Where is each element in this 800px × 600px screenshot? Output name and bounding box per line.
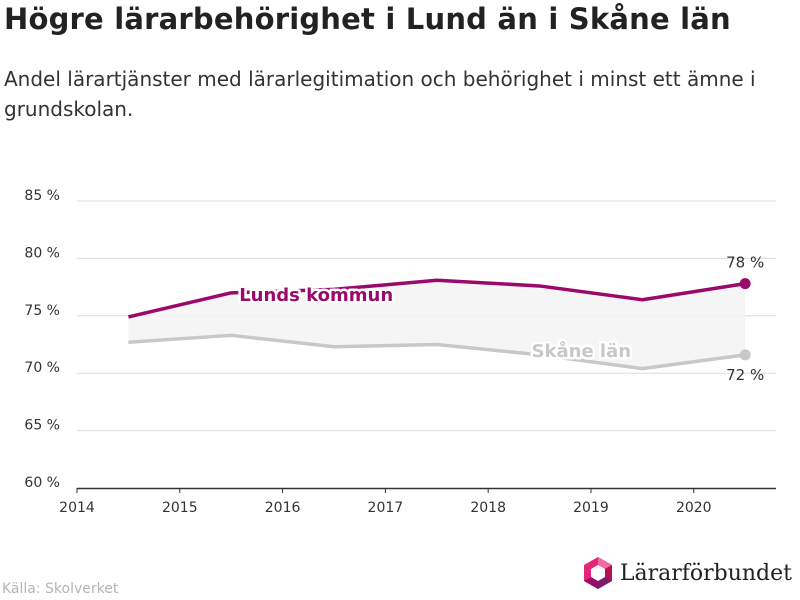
brand-logo: Lärarförbundet bbox=[582, 556, 792, 590]
chart-title: Högre lärarbehörighet i Lund än i Skåne … bbox=[4, 2, 731, 36]
grid-lines: 60 % 65 % 70 % 75 % 80 % 85 % bbox=[24, 188, 776, 491]
series-lines bbox=[127, 278, 751, 371]
source-note: Källa: Skolverket bbox=[2, 581, 119, 597]
x-tick-label: 2015 bbox=[162, 500, 198, 516]
y-tick-label: 85 % bbox=[24, 188, 60, 204]
x-tick-label: 2019 bbox=[573, 500, 609, 516]
x-tick-label: 2020 bbox=[676, 500, 712, 516]
end-value-label: 72 % bbox=[726, 366, 764, 384]
hexagon-logo-icon bbox=[583, 557, 612, 589]
x-tick-label: 2016 bbox=[265, 500, 301, 516]
y-tick-label: 70 % bbox=[24, 360, 60, 376]
y-tick-label: 75 % bbox=[24, 303, 60, 319]
series-name-label: Skåne län bbox=[532, 340, 632, 362]
series-line-0 bbox=[127, 278, 746, 319]
logo-text: Lärarförbundet bbox=[619, 560, 792, 586]
chart-subtitle: Andel lärartjänster med lärarlegitimatio… bbox=[4, 67, 756, 121]
series-line-1 bbox=[128, 333, 746, 371]
line-chart: 60 %65 %70 %75 %80 %85 % 2014 2015 2016 201… bbox=[24, 188, 776, 516]
x-tick-label: 2017 bbox=[368, 500, 404, 516]
end-value-label: 78 % bbox=[726, 254, 764, 272]
series-end-point bbox=[739, 278, 751, 290]
x-tick-label: 2018 bbox=[470, 500, 506, 516]
y-tick-label: 65 % bbox=[24, 418, 60, 434]
x-tick-label: 2014 bbox=[59, 500, 95, 516]
area-between-series bbox=[128, 280, 746, 369]
series-name-label: Lunds kommun bbox=[239, 285, 393, 306]
x-axis: 2014 2015 2016 2017 2018 2019 2020 bbox=[59, 487, 776, 516]
y-tick-label: 60 % bbox=[24, 475, 60, 491]
y-tick-label: 80 % bbox=[24, 245, 60, 261]
labels: Lunds kommun Skåne län 78 % 72 % bbox=[237, 254, 765, 384]
series-end-point bbox=[739, 349, 751, 361]
